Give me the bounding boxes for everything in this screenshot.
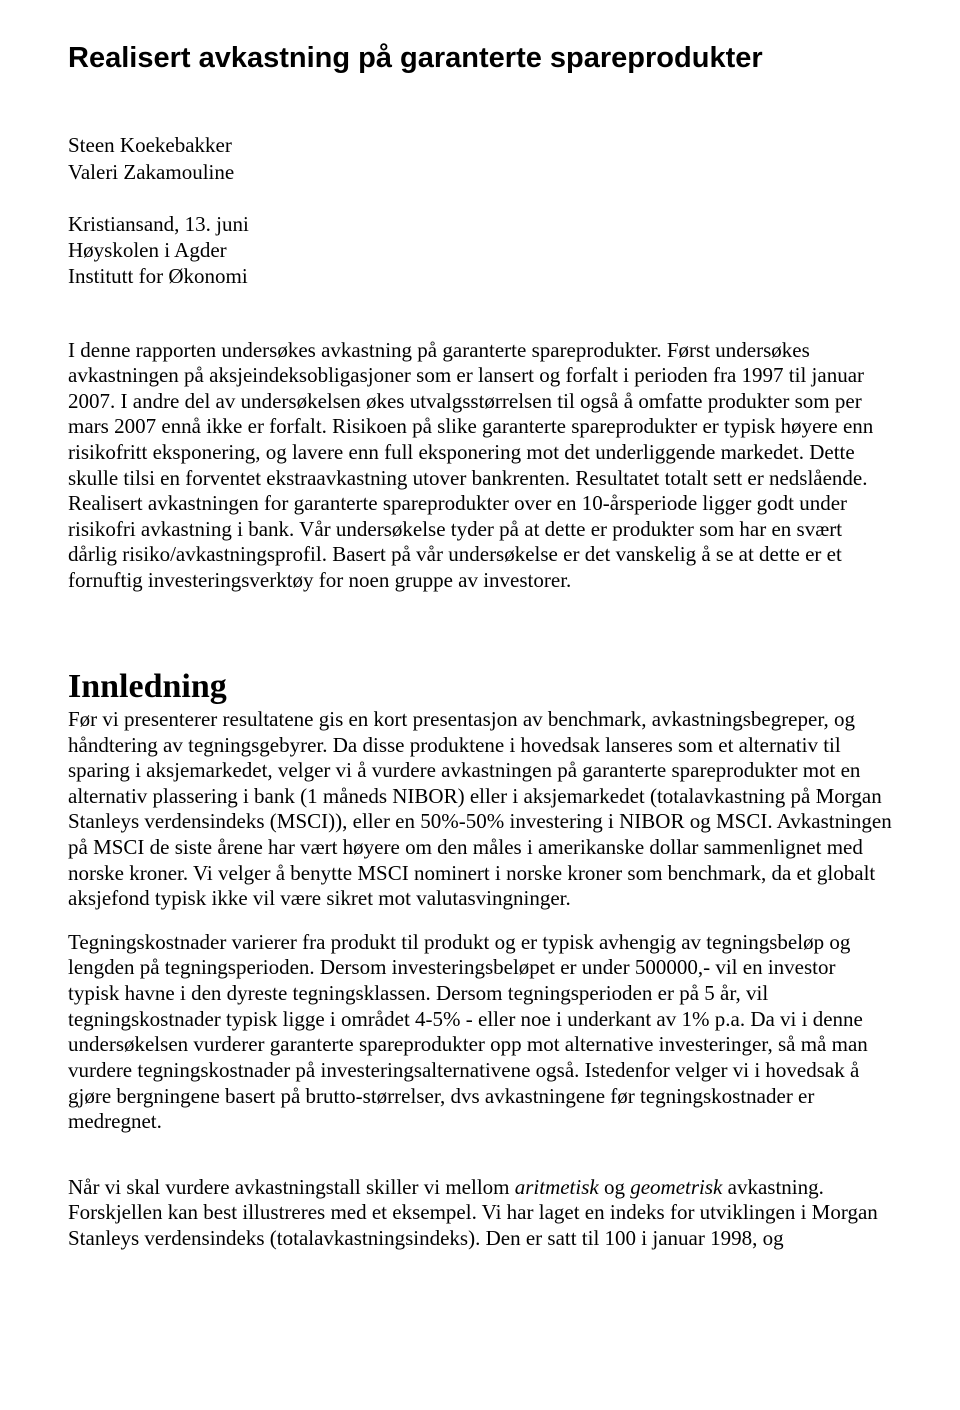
body-paragraph-1: Før vi presenterer resultatene gis en ko… [68, 707, 892, 912]
affiliation-line-3: Institutt for Økonomi [68, 263, 892, 289]
section-heading-innledning: Innledning [68, 668, 892, 705]
authors-block: Steen Koekebakker Valeri Zakamouline [68, 132, 892, 185]
body-paragraph-2: Tegningskostnader varierer fra produkt t… [68, 930, 892, 1135]
author-2: Valeri Zakamouline [68, 159, 892, 185]
abstract-paragraph: I denne rapporten undersøkes avkastning … [68, 338, 892, 594]
author-1: Steen Koekebakker [68, 132, 892, 158]
document-title: Realisert avkastning på garanterte spare… [68, 40, 892, 76]
body-paragraph-3: Når vi skal vurdere avkastningstall skil… [68, 1175, 892, 1252]
para3-italic-aritmetisk: aritmetisk [515, 1175, 599, 1199]
affiliation-line-2: Høyskolen i Agder [68, 237, 892, 263]
para3-text-2: og [599, 1175, 631, 1199]
affiliation-block: Kristiansand, 13. juni Høyskolen i Agder… [68, 211, 892, 290]
para3-italic-geometrisk: geometrisk [630, 1175, 722, 1199]
para3-text-1: Når vi skal vurdere avkastningstall skil… [68, 1175, 515, 1199]
affiliation-line-1: Kristiansand, 13. juni [68, 211, 892, 237]
